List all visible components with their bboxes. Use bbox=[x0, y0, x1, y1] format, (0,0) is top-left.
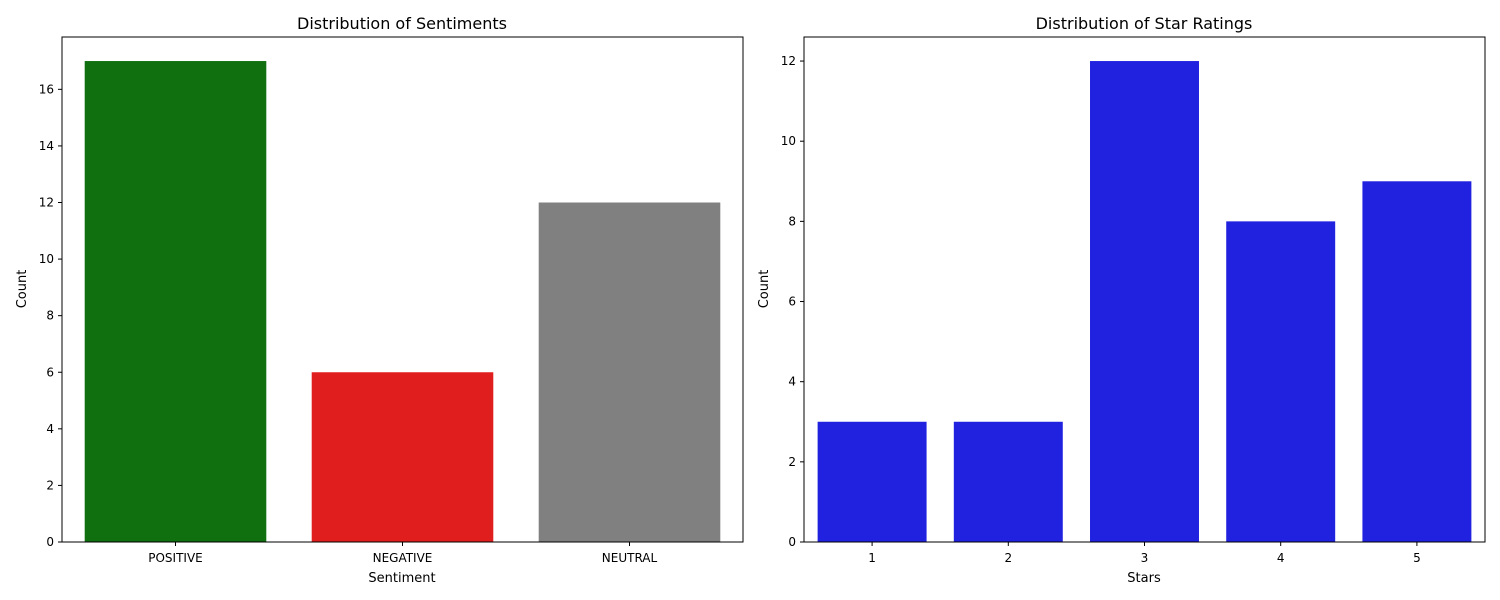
y-ticks: 0 2 4 6 8 10 12 bbox=[781, 54, 804, 549]
x-tick-label: NEUTRAL bbox=[602, 551, 658, 565]
y-tick-label: 10 bbox=[781, 134, 796, 148]
bar-neutral bbox=[538, 202, 721, 542]
x-axis-label: Sentiment bbox=[368, 571, 435, 586]
chart-title: Distribution of Sentiments bbox=[297, 14, 507, 33]
x-tick-label: 4 bbox=[1277, 551, 1285, 565]
y-tick-label: 6 bbox=[788, 295, 796, 309]
y-tick-label: 4 bbox=[46, 422, 54, 436]
x-tick-label: POSITIVE bbox=[148, 551, 203, 565]
x-tick-label: 3 bbox=[1141, 551, 1149, 565]
x-tick-label: 2 bbox=[1004, 551, 1012, 565]
y-tick-label: 2 bbox=[788, 455, 796, 469]
y-axis-label: Count bbox=[15, 270, 30, 309]
y-tick-label: 12 bbox=[39, 196, 54, 210]
bars bbox=[84, 61, 721, 543]
y-tick-label: 4 bbox=[788, 375, 796, 389]
x-ticks: 1 2 3 4 5 bbox=[868, 542, 1421, 565]
bar-negative bbox=[311, 372, 494, 542]
plot-frame bbox=[803, 36, 1486, 543]
y-tick-label: 6 bbox=[46, 365, 54, 379]
chart-title: Distribution of Star Ratings bbox=[1036, 14, 1253, 33]
y-tick-label: 14 bbox=[39, 139, 54, 153]
x-tick-label: 1 bbox=[868, 551, 876, 565]
x-ticks: POSITIVE NEGATIVE NEUTRAL bbox=[148, 542, 658, 565]
y-tick-label: 10 bbox=[39, 252, 54, 266]
x-tick-label: NEGATIVE bbox=[373, 551, 433, 565]
plot-frame bbox=[61, 36, 744, 543]
bar-5 bbox=[1362, 181, 1472, 543]
bar-3 bbox=[1090, 61, 1199, 543]
y-tick-label: 8 bbox=[46, 309, 54, 323]
bar-positive bbox=[84, 61, 267, 543]
y-ticks: 0 2 4 6 8 10 12 14 16 bbox=[39, 82, 62, 549]
bar-2 bbox=[953, 421, 1063, 542]
bar-4 bbox=[1226, 221, 1336, 542]
y-tick-label: 16 bbox=[39, 82, 54, 96]
y-tick-label: 12 bbox=[781, 54, 796, 68]
y-tick-label: 2 bbox=[46, 478, 54, 492]
bar-1 bbox=[817, 421, 927, 542]
y-axis-label: Count bbox=[757, 270, 772, 309]
sentiment-chart: Distribution of Sentiments Sentiment Cou… bbox=[15, 14, 744, 586]
star-rating-chart: Distribution of Star Ratings Stars Count… bbox=[757, 14, 1486, 586]
x-axis-label: Stars bbox=[1127, 571, 1161, 586]
x-tick-label: 5 bbox=[1413, 551, 1421, 565]
bars bbox=[817, 61, 1472, 543]
y-tick-label: 8 bbox=[788, 214, 796, 228]
y-tick-label: 0 bbox=[788, 535, 796, 549]
y-tick-label: 0 bbox=[46, 535, 54, 549]
